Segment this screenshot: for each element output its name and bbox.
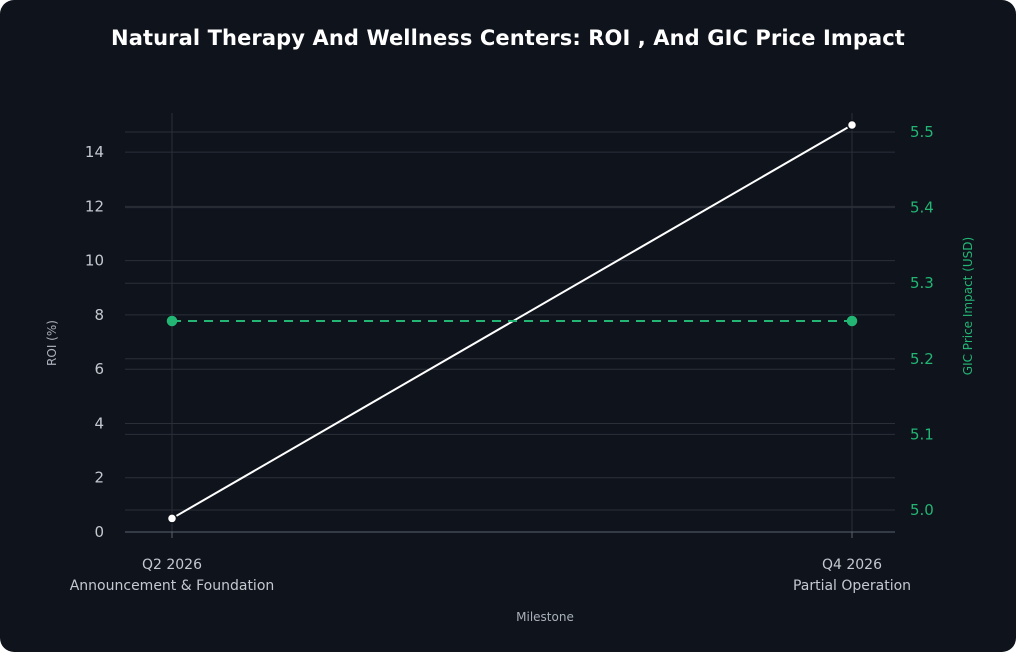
- y2-tick-label: 5.0: [910, 501, 934, 519]
- x-tick-label: Announcement & Foundation: [70, 578, 275, 594]
- y-tick-label: 0: [94, 523, 104, 541]
- y2-tick-label: 5.3: [910, 274, 934, 292]
- y-tick-label: 10: [85, 252, 104, 270]
- y2-tick-label: 5.1: [910, 425, 934, 443]
- y-tick-label: 2: [94, 469, 104, 487]
- x-tick-label: Q4 2026: [822, 557, 882, 573]
- y2-axis-label: GIC Price Impact (USD): [961, 237, 975, 375]
- y-tick-label: 4: [94, 414, 104, 432]
- roi-point: [846, 119, 858, 131]
- x-tick-label: Q2 2026: [142, 557, 202, 573]
- roi-point: [166, 513, 178, 524]
- y2-tick-label: 5.4: [910, 199, 934, 217]
- x-axis-label: Milestone: [516, 610, 574, 624]
- chart-title: Natural Therapy And Wellness Centers: RO…: [111, 26, 905, 50]
- y-tick-label: 6: [94, 360, 104, 378]
- labels-layer: 0 2 4 6 8 10 12 14 5.0 5.1 5.2 5.3 5.4 5.5 Q2 2026 Anno…: [45, 123, 975, 624]
- axes-layer: [125, 531, 895, 538]
- y-tick-label: 12: [85, 197, 104, 215]
- series-layer: [166, 119, 858, 524]
- x-tick-label: Partial Operation: [793, 578, 911, 594]
- y-axis-label: ROI (%): [45, 320, 59, 366]
- y-tick-label: 8: [94, 306, 104, 324]
- y2-tick-label: 5.2: [910, 350, 934, 368]
- y-tick-label: 14: [85, 143, 104, 161]
- y2-tick-label: 5.5: [910, 123, 934, 141]
- gic-price-point: [846, 315, 858, 327]
- gic-price-point: [166, 315, 178, 327]
